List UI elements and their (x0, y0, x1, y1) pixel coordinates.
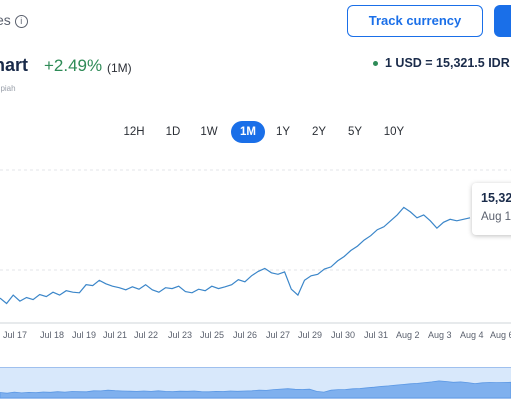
track-currency-button[interactable]: Track currency (347, 5, 483, 37)
percent-change: +2.49% (44, 56, 103, 75)
tooltip-value: 15,32 (481, 191, 511, 205)
tab-1w[interactable]: 1W (200, 126, 218, 138)
x-tick-label: Aug 3 (428, 330, 452, 340)
tab-2y[interactable]: 2Y (311, 126, 327, 138)
x-tick-label: Jul 19 (72, 330, 96, 340)
currency-sub-label: upiah (0, 84, 16, 93)
rates-label: esi (0, 12, 28, 28)
tab-12h[interactable]: 12H (123, 126, 145, 138)
x-tick-label: Jul 17 (3, 330, 27, 340)
range-navigator[interactable] (0, 367, 511, 399)
period-label: (1M) (107, 61, 132, 75)
x-tick-label: Aug 6 (490, 330, 511, 340)
price-tooltip: 15,32 Aug 1 (472, 183, 511, 235)
x-tick-label: Jul 27 (266, 330, 290, 340)
x-tick-label: Jul 26 (233, 330, 257, 340)
tab-5y[interactable]: 5Y (347, 126, 363, 138)
x-tick-label: Jul 18 (40, 330, 64, 340)
x-tick-label: Jul 21 (103, 330, 127, 340)
navigator-area (0, 380, 511, 398)
x-tick-label: Jul 22 (134, 330, 158, 340)
current-rate: 1 USD = 15,321.5 IDR Au (385, 56, 510, 70)
info-icon[interactable]: i (14, 15, 28, 28)
live-indicator-icon (373, 61, 378, 66)
price-line (0, 206, 471, 305)
exchange-rate-chart[interactable]: Jul 17 Jul 18 Jul 19 Jul 21 Jul 22 Jul 23 Jul … (0, 160, 511, 345)
x-tick-label: Jul 23 (168, 330, 192, 340)
x-tick-label: Aug 4 (460, 330, 484, 340)
x-tick-label: Jul 31 (364, 330, 388, 340)
x-tick-label: Jul 30 (331, 330, 355, 340)
tab-1d[interactable]: 1D (165, 126, 181, 138)
x-tick-label: Jul 25 (200, 330, 224, 340)
tab-1m[interactable]: 1M (231, 121, 265, 143)
tab-1y[interactable]: 1Y (275, 126, 291, 138)
tab-10y[interactable]: 10Y (383, 126, 405, 138)
x-tick-label: Aug 2 (396, 330, 420, 340)
primary-action-button[interactable] (494, 5, 511, 37)
chart-title: hart (0, 55, 29, 75)
tooltip-date: Aug 1 (481, 211, 511, 223)
x-tick-label: Jul 29 (298, 330, 322, 340)
